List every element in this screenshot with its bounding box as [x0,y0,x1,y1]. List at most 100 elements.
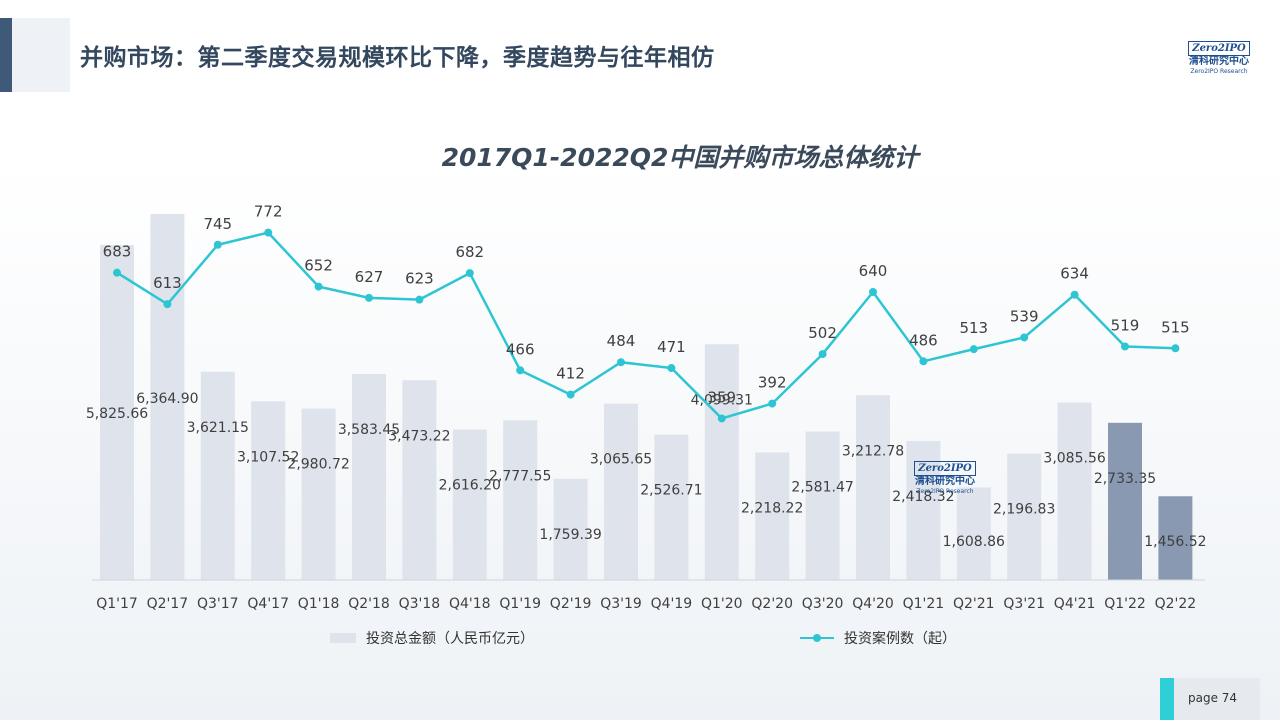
x-tick-label: Q4'20 [852,596,894,612]
bar [856,395,890,580]
bar [100,245,134,580]
chart-watermark-logo: Zero2IPO 清科研究中心 Zero2IPO Research [914,456,976,496]
line-point [768,399,777,408]
x-tick-label: Q3'20 [802,596,844,612]
bar [604,403,638,580]
bar-value-label: 2,418.32 [892,489,954,505]
x-tick-label: Q4'21 [1054,596,1096,612]
legend-item-count: 投资案例数（起） [800,628,956,648]
bar-value-label: 5,825.66 [86,406,148,422]
x-tick-label: Q4'19 [651,596,693,612]
line-value-label: 486 [909,331,938,349]
line-value-label: 412 [556,365,585,383]
line-value-label: 745 [203,215,232,233]
x-tick-label: Q2'22 [1155,596,1197,612]
bar-value-label: 2,777.55 [489,468,551,484]
bar-value-label: 2,581.47 [791,480,853,496]
x-tick-label: Q3'17 [197,596,239,612]
bar-value-label: 1,456.52 [1144,534,1206,550]
line-value-label: 772 [254,203,283,221]
line-value-label: 623 [405,270,434,288]
line-value-label: 683 [103,243,132,261]
bar [755,452,790,580]
bar [1108,422,1142,580]
line-point [516,366,525,375]
watermark-wordmark: Zero2IPO [914,461,976,476]
bar-value-label: 6,364.90 [136,391,198,407]
bar [1158,496,1193,580]
x-tick-label: Q2'17 [147,596,189,612]
bar-value-label: 3,107.52 [237,449,299,465]
line-point [314,282,323,291]
line-point [1121,342,1129,351]
line-value-label: 640 [859,262,888,280]
x-tick-label: Q3'18 [399,596,441,612]
line-point [465,269,474,278]
bar [503,420,538,580]
bar-value-label: 2,526.71 [640,483,702,499]
x-tick-label: Q1'19 [499,596,541,612]
bar [906,440,941,580]
x-tick-label: Q1'22 [1104,596,1146,612]
line-value-label: 513 [959,319,988,337]
bar [200,371,235,580]
x-tick-label: Q1'20 [701,596,743,612]
bar [1057,402,1092,580]
x-tick-label: Q1'17 [96,596,138,612]
legend-label-count: 投资案例数（起） [844,631,956,647]
line-point [365,293,373,302]
bar-value-label: 2,218.22 [741,500,803,516]
bar [704,344,739,580]
line-point [818,350,827,359]
line-value-label: 627 [355,268,384,286]
line-point [415,295,424,304]
bar-value-label: 2,733.35 [1094,471,1156,487]
line-point [717,414,726,423]
line-point [1171,344,1180,353]
x-tick-label: Q2'18 [348,596,390,612]
bar-value-label: 3,583.45 [338,422,400,438]
logo-en-text: Zero2IPO Research [1190,68,1248,75]
bar [452,429,487,580]
x-tick-label: Q2'20 [751,596,793,612]
line-value-label: 502 [808,324,837,342]
x-tick-label: Q1'18 [298,596,340,612]
bar-value-label: 2,196.83 [993,502,1055,518]
page-number-box [1174,678,1260,720]
line-value-label: 515 [1161,318,1190,336]
line-point [919,357,928,366]
bar-value-label: 1,759.39 [539,527,601,543]
line-value-label: 519 [1111,316,1140,334]
x-tick-label: Q1'21 [903,596,945,612]
x-tick-label: Q4'17 [247,596,289,612]
bar [150,214,185,580]
bar-value-label: 1,608.86 [943,534,1005,550]
bar-value-label: 3,473.22 [388,428,450,444]
bar [251,401,286,580]
line-value-label: 613 [153,274,182,292]
bar-value-label: 3,085.56 [1043,451,1105,467]
bar [553,478,588,580]
chart-title: 2017Q1-2022Q2中国并购市场总体统计 [441,143,919,172]
page-accent-bar [1160,678,1174,720]
bar-value-label: 2,616.20 [439,478,501,494]
x-tick-label: Q2'21 [953,596,995,612]
watermark-cn-text: 清科研究中心 [915,476,975,487]
line-point [113,268,121,277]
bar [956,487,991,580]
bar [805,431,840,580]
legend-bar-swatch [330,633,356,643]
line-point [1020,333,1029,342]
logo-cn-text: 清科研究中心 [1189,56,1249,67]
bar [402,380,437,580]
bar-value-label: 3,212.78 [842,443,904,459]
line-value-label: 652 [304,257,333,275]
page-number: page 74 [1188,691,1238,705]
logo-wordmark: Zero2IPO [1188,41,1250,56]
bar [1007,453,1042,580]
line-value-label: 359 [707,388,736,406]
bar [352,373,386,580]
line-value-label: 466 [506,340,535,358]
line-point [264,228,273,237]
line-value-label: 539 [1010,307,1039,325]
